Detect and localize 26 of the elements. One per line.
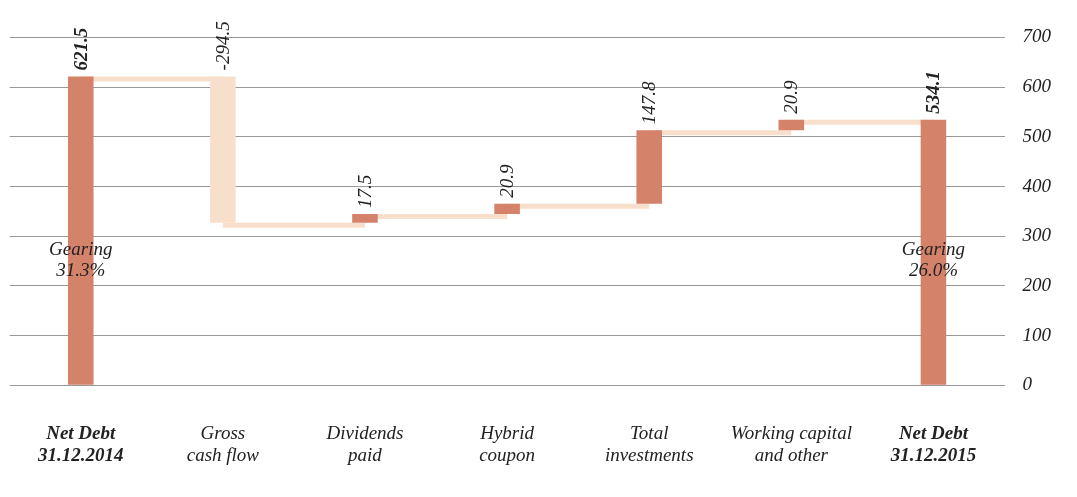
y-tick-label: 500: [1022, 124, 1052, 146]
data-label: 147.8: [638, 80, 660, 125]
y-tick-label: 600: [1022, 75, 1052, 97]
data-label: 17.5: [353, 174, 375, 209]
y-tick-label: 700: [1022, 25, 1052, 47]
bar: [778, 119, 805, 131]
data-label: 621.5: [69, 27, 91, 71]
x-tick-label: Net Debt 31.12.2014: [37, 422, 124, 465]
y-tick-label: 400: [1022, 174, 1052, 196]
y-tick-label: 300: [1021, 224, 1052, 246]
bar: [636, 130, 662, 204]
x-tick-label: Total investments: [604, 422, 694, 466]
data-label: 534.1: [922, 71, 944, 114]
x-tick-label: Hybrid coupon: [479, 422, 536, 466]
data-label: -294.5: [211, 21, 233, 71]
data-label: 20.9: [780, 80, 802, 114]
data-label: 20.9: [496, 163, 518, 198]
x-tick-label: Net Debt 31.12.2015: [889, 422, 977, 465]
y-tick-label: 0: [1022, 373, 1033, 395]
x-tick-label: Working capital and other: [730, 422, 852, 466]
y-tick-label: 100: [1022, 323, 1052, 345]
x-tick-label: Gross cash flow: [186, 422, 260, 466]
bar: [352, 214, 378, 223]
x-tick-label: Dividends paid: [325, 422, 404, 466]
y-tick-label: 200: [1022, 273, 1052, 295]
bar: [494, 203, 520, 215]
